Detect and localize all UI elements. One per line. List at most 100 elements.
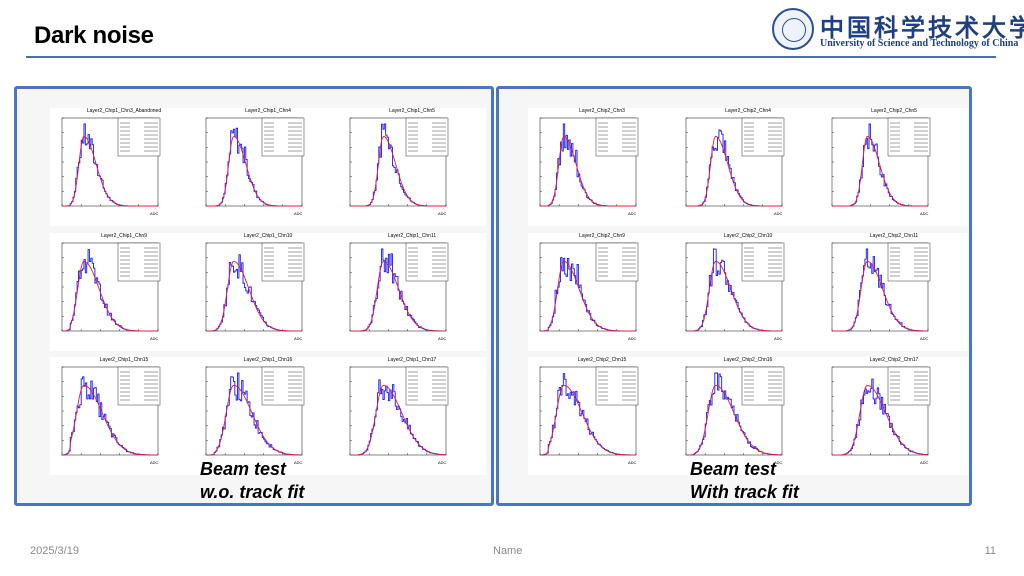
stats-box <box>887 242 931 282</box>
x-axis-label: ADC <box>628 211 637 216</box>
x-axis-label: ADC <box>438 336 447 341</box>
histogram-canvas: ADC <box>349 366 449 465</box>
histogram-plot: Layer2_Chip1_Chn4 ADC <box>194 108 342 226</box>
stats-box <box>741 366 785 406</box>
histogram-plot: Layer2_Chip2_Chn9 ADC <box>528 233 676 351</box>
fit-curve <box>686 135 782 207</box>
fit-curve <box>350 260 446 332</box>
fit-curve <box>686 384 782 456</box>
stats-box <box>117 117 161 157</box>
x-axis-label: ADC <box>438 460 447 465</box>
fit-curve <box>206 135 302 207</box>
stats-box <box>117 366 161 406</box>
plot-title: Layer2_Chip2_Chn3 <box>579 108 625 114</box>
histogram-plot: Layer2_Chip1_Chn9 ADC <box>50 233 198 351</box>
plot-title: Layer2_Chip2_Chn5 <box>871 108 917 114</box>
histogram-canvas: ADC <box>61 242 161 341</box>
stats-box <box>741 117 785 157</box>
x-axis-label: ADC <box>628 336 637 341</box>
plot-title: Layer2_Chip2_Chn17 <box>869 357 919 363</box>
x-axis-label: ADC <box>920 211 929 216</box>
stats-box <box>405 366 449 406</box>
plot-title: Layer2_Chip1_Chn5 <box>389 108 435 114</box>
histogram-canvas: ADC <box>539 366 639 465</box>
histogram-plot: Layer2_Chip1_Chn17 ADC <box>338 357 486 475</box>
fit-curve <box>350 384 446 456</box>
x-axis-label: ADC <box>438 211 447 216</box>
x-axis-label: ADC <box>150 211 159 216</box>
caption-line-1: Beam test <box>200 459 287 479</box>
histogram-canvas: ADC <box>831 117 931 216</box>
histogram-canvas: ADC <box>831 242 931 341</box>
fit-curve <box>540 384 636 456</box>
histogram-canvas: ADC <box>539 242 639 341</box>
histogram-canvas: ADC <box>349 117 449 216</box>
fit-curve <box>62 384 158 456</box>
plot-title: Layer2_Chip1_Chn3_Abandoned <box>86 108 162 114</box>
stats-box <box>887 117 931 157</box>
stats-box <box>405 117 449 157</box>
histogram-canvas: ADC <box>61 366 161 465</box>
fit-curve <box>832 260 928 332</box>
histogram-line <box>350 379 446 456</box>
stats-box <box>261 117 305 157</box>
stats-box <box>261 366 305 406</box>
plot-title: Layer2_Chip2_Chn11 <box>869 233 919 239</box>
caption-line-2: w.o. track fit <box>200 482 305 502</box>
stats-box <box>595 242 639 282</box>
histogram-canvas: ADC <box>831 366 931 465</box>
footer-name: Name <box>493 545 523 557</box>
histogram-canvas: ADC <box>61 117 161 216</box>
stats-box <box>595 117 639 157</box>
x-axis-label: ADC <box>774 460 783 465</box>
histogram-plot: Layer2_Chip1_Chn11 ADC <box>338 233 486 351</box>
fit-curve <box>832 135 928 207</box>
caption-line-1: Beam test <box>690 459 777 479</box>
x-axis-label: ADC <box>774 211 783 216</box>
university-logo: 中国科学技术大学 University of Science and Techn… <box>772 8 1024 52</box>
caption-with-track-fit: Beam test With track fit <box>690 458 799 504</box>
footer-page-number: 11 <box>984 545 996 557</box>
plot-title: Layer2_Chip1_Chn4 <box>245 108 291 114</box>
stats-box <box>261 242 305 282</box>
histogram-plot: Layer2_Chip2_Chn3 ADC <box>528 108 676 226</box>
x-axis-label: ADC <box>920 336 929 341</box>
plot-title: Layer2_Chip1_Chn15 <box>99 357 149 363</box>
slide-title: Dark noise <box>34 22 154 49</box>
histogram-canvas: ADC <box>349 242 449 341</box>
title-rule <box>26 56 996 58</box>
histogram-plot: Layer2_Chip2_Chn15 ADC <box>528 357 676 475</box>
fit-curve <box>206 384 302 456</box>
histogram-plot: Layer2_Chip2_Chn4 ADC <box>674 108 822 226</box>
x-axis-label: ADC <box>774 336 783 341</box>
university-seal-icon <box>772 8 814 50</box>
stats-box <box>887 366 931 406</box>
plot-title: Layer2_Chip1_Chn17 <box>387 357 437 363</box>
fit-curve <box>62 135 158 207</box>
plot-title: Layer2_Chip1_Chn11 <box>387 233 437 239</box>
histogram-canvas: ADC <box>205 117 305 216</box>
histogram-plot: Layer2_Chip1_Chn3_Abandoned ADC <box>50 108 198 226</box>
histogram-plot: Layer2_Chip1_Chn16 ADC <box>194 357 342 475</box>
plot-title: Layer2_Chip1_Chn9 <box>101 233 147 239</box>
caption-line-2: With track fit <box>690 482 799 502</box>
histogram-plot: Layer2_Chip2_Chn11 ADC <box>820 233 968 351</box>
stats-box <box>595 366 639 406</box>
x-axis-label: ADC <box>150 336 159 341</box>
plot-title: Layer2_Chip1_Chn10 <box>243 233 293 239</box>
histogram-canvas: ADC <box>685 366 785 465</box>
histogram-canvas: ADC <box>205 366 305 465</box>
histogram-plot: Layer2_Chip1_Chn10 ADC <box>194 233 342 351</box>
histogram-plot: Layer2_Chip1_Chn15 ADC <box>50 357 198 475</box>
caption-without-track-fit: Beam test w.o. track fit <box>200 458 304 504</box>
plot-title: Layer2_Chip2_Chn16 <box>723 357 773 363</box>
plot-title: Layer2_Chip2_Chn4 <box>725 108 771 114</box>
x-axis-label: ADC <box>294 460 303 465</box>
histogram-canvas: ADC <box>685 242 785 341</box>
histogram-canvas: ADC <box>539 117 639 216</box>
x-axis-label: ADC <box>628 460 637 465</box>
plot-title: Layer2_Chip2_Chn10 <box>723 233 773 239</box>
logo-english-name: University of Science and Technology of … <box>820 38 1019 49</box>
fit-curve <box>686 260 782 332</box>
plot-title: Layer2_Chip2_Chn15 <box>577 357 627 363</box>
